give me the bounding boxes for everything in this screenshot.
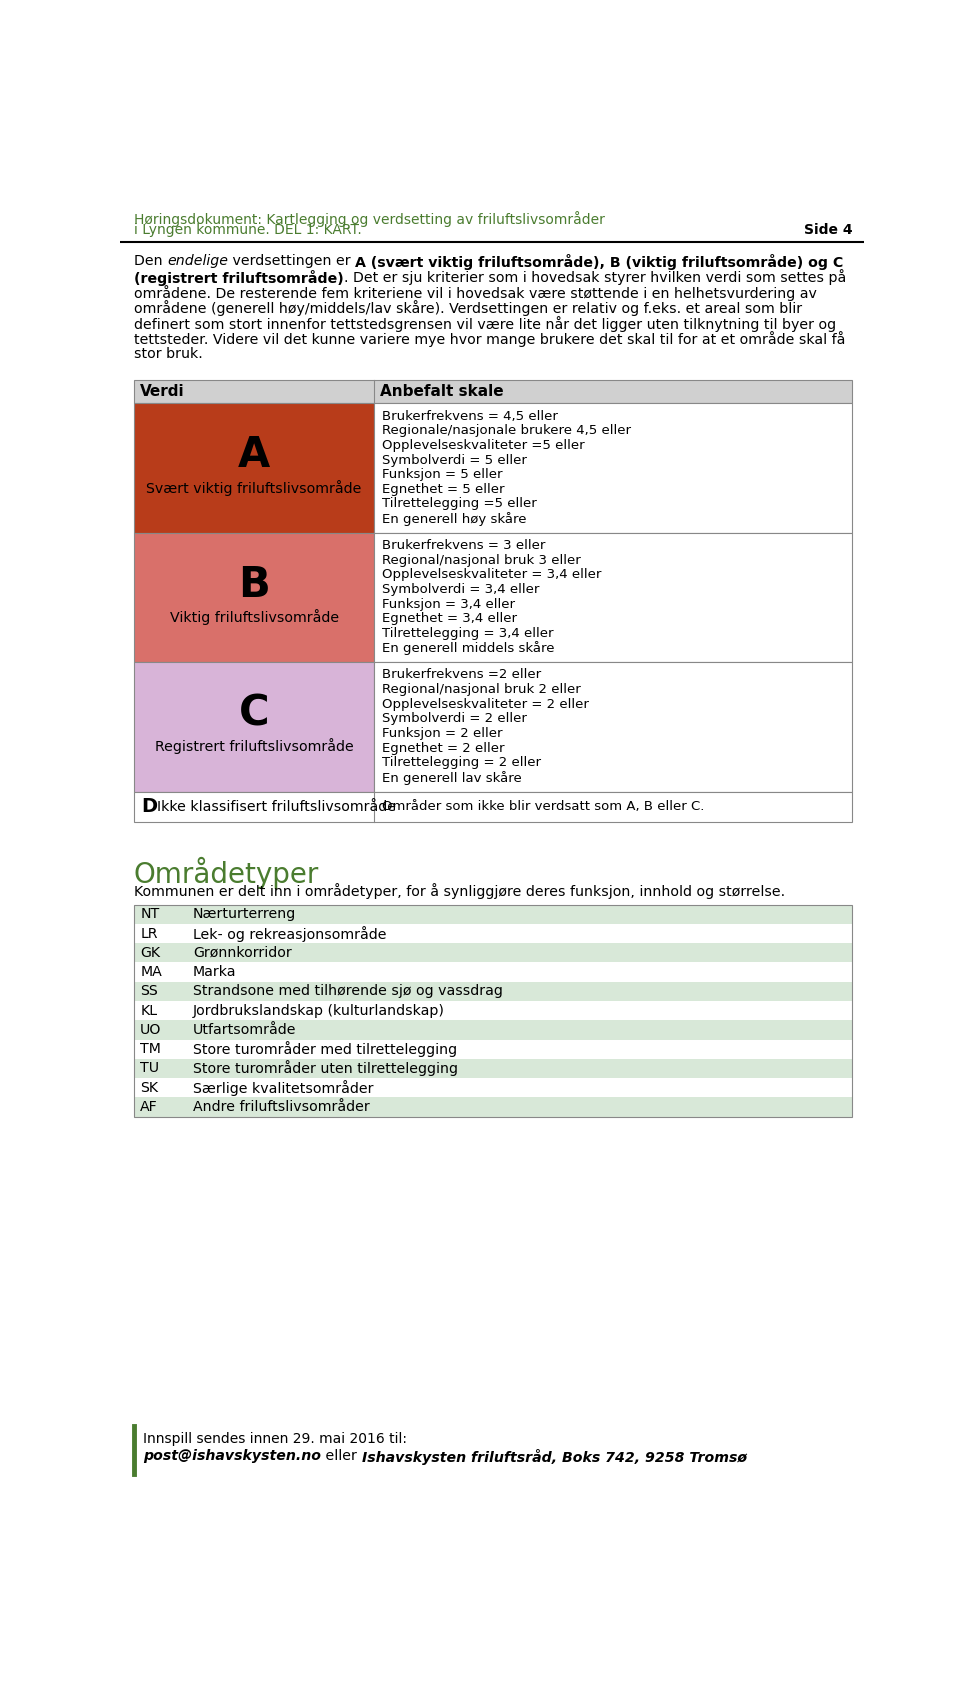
Bar [134,662,374,791]
Text: Regional/nasjonal bruk 2 eller: Regional/nasjonal bruk 2 eller [382,683,581,696]
Bar [134,791,852,822]
Bar [134,534,374,662]
Text: Grønnkorridor: Grønnkorridor [193,945,292,960]
Text: Store turområder uten tilrettelegging: Store turområder uten tilrettelegging [193,1060,458,1076]
Text: A (svært viktig friluftsområde), B (viktig friluftsområde) og C: A (svært viktig friluftsområde), B (vikt… [355,254,844,269]
Text: Side 4: Side 4 [804,224,852,237]
Text: post@ishavskysten.no: post@ishavskysten.no [143,1448,322,1464]
Bar [134,905,852,923]
Text: Symbolverdi = 2 eller: Symbolverdi = 2 eller [382,711,527,725]
Text: stor bruk.: stor bruk. [134,347,203,361]
Bar [134,962,852,983]
Text: Tilrettelegging = 2 eller: Tilrettelegging = 2 eller [382,756,540,769]
Text: Svært viktig friluftslivsområde: Svært viktig friluftslivsområde [146,479,362,496]
Text: TU: TU [140,1062,159,1076]
Text: SS: SS [140,984,157,998]
Bar [134,983,852,1001]
Text: Funksjon = 5 eller: Funksjon = 5 eller [382,468,502,481]
Text: områdene (generell høy/middels/lav skåre). Verdsettingen er relativ og f.eks. et: områdene (generell høy/middels/lav skåre… [134,300,802,317]
Text: Lek- og rekreasjonsområde: Lek- og rekreasjonsområde [193,925,386,942]
Text: KL: KL [140,1003,157,1018]
Text: Nærturterreng: Nærturterreng [193,908,296,922]
Text: C: C [239,693,270,735]
Text: endelige: endelige [167,254,228,268]
Text: . Det er sju kriterier som i hovedsak styrer hvilken verdi som settes på: . Det er sju kriterier som i hovedsak st… [344,269,846,286]
Text: En generell lav skåre: En generell lav skåre [382,771,521,784]
Text: Egnethet = 3,4 eller: Egnethet = 3,4 eller [382,612,516,625]
Text: tettsteder. Videre vil det kunne variere mye hvor mange brukere det skal til for: tettsteder. Videre vil det kunne variere… [134,330,846,347]
Text: Store turområder med tilrettelegging: Store turområder med tilrettelegging [193,1042,457,1057]
Text: Innspill sendes innen 29. mai 2016 til:: Innspill sendes innen 29. mai 2016 til: [143,1431,407,1447]
Text: Opplevelseskvaliteter = 2 eller: Opplevelseskvaliteter = 2 eller [382,698,588,710]
Text: Verdi: Verdi [140,385,184,400]
Text: eller: eller [322,1448,362,1464]
Text: Den: Den [134,254,167,268]
Text: Jordbrukslandskap (kulturlandskap): Jordbrukslandskap (kulturlandskap) [193,1003,444,1018]
Bar [374,403,852,534]
Text: i Lyngen kommune. DEL 1: KART.: i Lyngen kommune. DEL 1: KART. [134,224,362,237]
Text: Marka: Marka [193,966,236,979]
Text: Symbolverdi = 5 eller: Symbolverdi = 5 eller [382,454,527,466]
Text: verdsettingen er: verdsettingen er [228,254,355,268]
Text: MA: MA [140,966,162,979]
Bar [134,1040,852,1059]
Text: Egnethet = 5 eller: Egnethet = 5 eller [382,483,504,496]
Text: Strandsone med tilhørende sjø og vassdrag: Strandsone med tilhørende sjø og vassdra… [193,984,503,998]
Text: B: B [238,564,270,605]
Text: En generell høy skåre: En generell høy skåre [382,512,526,527]
Bar [134,905,852,1116]
Text: Tilrettelegging = 3,4 eller: Tilrettelegging = 3,4 eller [382,627,554,640]
Bar [134,381,852,403]
Text: Områdetyper: Områdetyper [134,857,320,889]
Text: Ishavskysten friluftsråd, Boks 742, 9258 Tromsø: Ishavskysten friluftsråd, Boks 742, 9258… [362,1448,747,1465]
Text: SK: SK [140,1081,158,1094]
Bar [134,1059,852,1077]
Bar [374,534,852,662]
Text: Andre friluftslivsområder: Andre friluftslivsområder [193,1099,370,1115]
Text: AF: AF [140,1099,157,1115]
Text: Utfartsområde: Utfartsområde [193,1023,297,1037]
Text: Opplevelseskvaliteter =5 eller: Opplevelseskvaliteter =5 eller [382,439,585,452]
Text: Anbefalt skale: Anbefalt skale [380,385,504,400]
Text: Tilrettelegging =5 eller: Tilrettelegging =5 eller [382,498,537,510]
Text: Registrert friluftslivsområde: Registrert friluftslivsområde [155,739,353,754]
Text: Særlige kvalitetsområder: Særlige kvalitetsområder [193,1079,373,1096]
Text: Ikke klassifisert friluftslivsområde: Ikke klassifisert friluftslivsområde [157,800,396,813]
Text: NT: NT [140,908,159,922]
Bar [134,1001,852,1020]
Text: (registrert friluftsområde): (registrert friluftsområde) [134,269,344,286]
Text: D: D [142,798,157,817]
Text: områdene. De resterende fem kriteriene vil i hovedsak være støttende i en helhet: områdene. De resterende fem kriteriene v… [134,285,817,302]
Text: Regionale/nasjonale brukere 4,5 eller: Regionale/nasjonale brukere 4,5 eller [382,424,631,437]
Bar [134,1020,852,1040]
Text: Symbolverdi = 3,4 eller: Symbolverdi = 3,4 eller [382,583,540,596]
Text: Høringsdokument: Kartlegging og verdsetting av friluftslivsområder: Høringsdokument: Kartlegging og verdsett… [134,212,605,227]
Text: Funksjon = 3,4 eller: Funksjon = 3,4 eller [382,598,515,610]
Bar [134,1077,852,1098]
Text: Viktig friluftslivsområde: Viktig friluftslivsområde [170,608,339,625]
Bar [134,944,852,962]
Bar [134,403,374,534]
Bar [374,662,852,791]
Text: Opplevelseskvaliteter = 3,4 eller: Opplevelseskvaliteter = 3,4 eller [382,567,601,581]
Text: UO: UO [140,1023,161,1037]
Text: TM: TM [140,1042,161,1055]
Text: Regional/nasjonal bruk 3 eller: Regional/nasjonal bruk 3 eller [382,554,581,566]
Text: Funksjon = 2 eller: Funksjon = 2 eller [382,727,502,740]
Text: LR: LR [140,927,157,940]
Text: Brukerfrekvens = 4,5 eller: Brukerfrekvens = 4,5 eller [382,410,558,422]
Text: A: A [238,434,270,476]
Bar [134,1098,852,1116]
Text: Brukerfrekvens = 3 eller: Brukerfrekvens = 3 eller [382,539,545,552]
Text: Kommunen er delt inn i områdetyper, for å synliggjøre deres funksjon, innhold og: Kommunen er delt inn i områdetyper, for … [134,883,785,900]
Text: Egnethet = 2 eller: Egnethet = 2 eller [382,742,504,754]
Text: Områder som ikke blir verdsatt som A, B eller C.: Områder som ikke blir verdsatt som A, B … [382,801,705,813]
Text: Brukerfrekvens =2 eller: Brukerfrekvens =2 eller [382,669,541,681]
Text: GK: GK [140,945,160,960]
Bar [134,923,852,944]
Text: definert som stort innenfor tettstedsgrensen vil være lite når det ligger uten t: definert som stort innenfor tettstedsgre… [134,315,836,332]
Text: En generell middels skåre: En generell middels skåre [382,642,555,656]
